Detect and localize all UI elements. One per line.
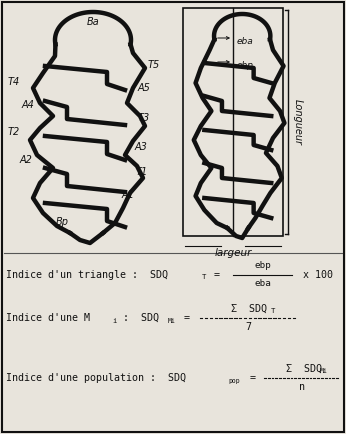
Text: =: = [208,270,226,280]
Text: Mi: Mi [168,318,176,324]
Text: :  SDQ: : SDQ [117,313,159,323]
Text: Σ  SDQ: Σ SDQ [286,364,322,374]
Text: T: T [202,274,206,280]
Text: T2: T2 [8,127,20,137]
Text: ebp: ebp [255,262,272,270]
Text: A1: A1 [122,190,135,200]
Text: Longueur: Longueur [293,99,303,145]
Text: =: = [244,373,262,383]
Text: Bp: Bp [55,217,69,227]
Text: ebp: ebp [237,60,254,69]
Text: i: i [112,318,116,324]
Text: =: = [178,313,196,323]
Text: eba: eba [255,279,272,289]
Text: T5: T5 [148,60,160,70]
Text: Ba: Ba [86,17,99,27]
Text: A4: A4 [22,100,35,110]
Bar [183,8,283,236]
Text: T1: T1 [136,167,148,177]
Text: Indice d'une population :  SDQ: Indice d'une population : SDQ [6,373,186,383]
Text: T3: T3 [138,113,150,123]
Text: Σ  SDQ: Σ SDQ [231,304,267,314]
Text: A3: A3 [135,142,148,152]
Text: A5: A5 [138,83,151,93]
Text: T4: T4 [8,77,20,87]
Text: 7: 7 [245,322,251,332]
Text: Indice d'un triangle :  SDQ: Indice d'un triangle : SDQ [6,270,168,280]
Text: eba: eba [237,37,254,46]
Text: Mi: Mi [320,368,328,374]
Text: A2: A2 [20,155,33,165]
Text: T: T [271,308,275,314]
Text: Indice d'une M: Indice d'une M [6,313,90,323]
Text: n: n [299,382,305,392]
Text: largeur: largeur [214,248,252,258]
Text: pop: pop [228,378,240,384]
Text: x 100: x 100 [297,270,333,280]
